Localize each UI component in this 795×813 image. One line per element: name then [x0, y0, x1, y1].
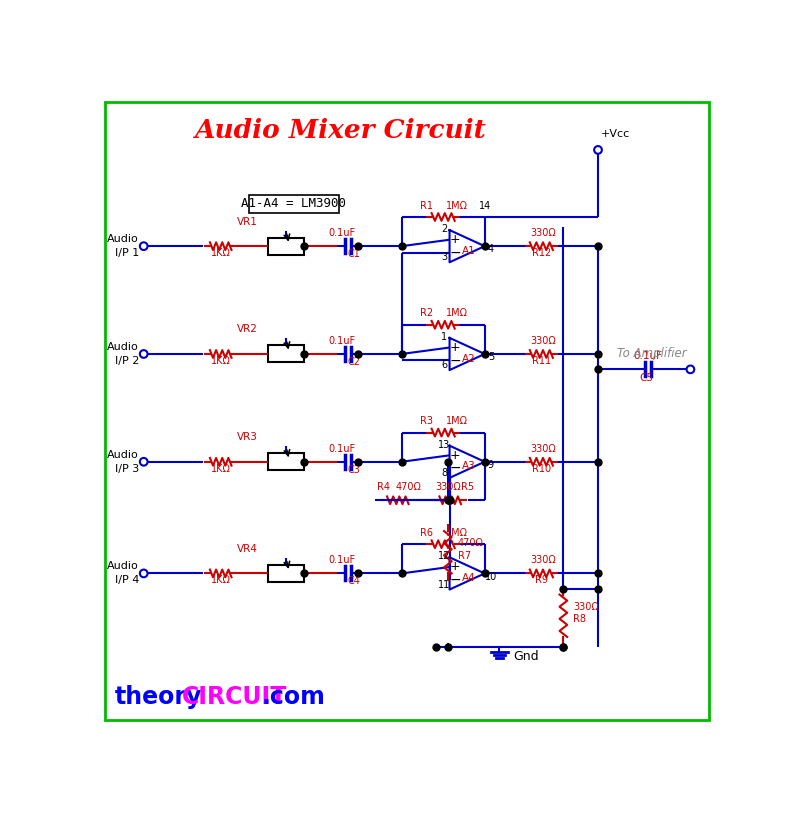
- Text: C2: C2: [347, 357, 360, 367]
- Text: 6: 6: [441, 360, 448, 370]
- Text: 470Ω: 470Ω: [396, 482, 421, 492]
- Text: 0.1uF: 0.1uF: [328, 555, 355, 565]
- Text: C5: C5: [639, 373, 653, 383]
- Text: R4: R4: [378, 482, 390, 492]
- Text: R1: R1: [420, 201, 432, 211]
- Text: .com: .com: [262, 685, 325, 709]
- Text: A1: A1: [462, 246, 475, 256]
- Text: 0.1uF: 0.1uF: [328, 336, 355, 346]
- Text: 2: 2: [441, 224, 448, 234]
- Text: 1: 1: [441, 332, 448, 341]
- Text: 0.1uF: 0.1uF: [634, 351, 662, 361]
- Text: 11: 11: [438, 580, 450, 589]
- Text: 330Ω: 330Ω: [530, 228, 556, 238]
- Text: 330Ω: 330Ω: [435, 482, 461, 492]
- Text: R7: R7: [458, 550, 471, 561]
- Text: 330Ω: 330Ω: [530, 336, 556, 346]
- Text: Audio: Audio: [107, 450, 139, 460]
- Text: +: +: [450, 449, 460, 462]
- Text: Audio: Audio: [107, 562, 139, 572]
- Text: theory: theory: [115, 685, 203, 709]
- Text: 1MΩ: 1MΩ: [446, 416, 468, 426]
- Text: 1KΩ: 1KΩ: [211, 248, 231, 259]
- Text: 470Ω: 470Ω: [458, 538, 483, 549]
- Text: A3: A3: [462, 462, 475, 472]
- Text: 330Ω: 330Ω: [530, 444, 556, 454]
- Text: C3: C3: [347, 464, 360, 475]
- Text: Audio: Audio: [107, 234, 139, 244]
- Text: −: −: [449, 354, 461, 367]
- Text: R6: R6: [420, 528, 432, 537]
- Text: +: +: [450, 233, 460, 246]
- Text: VR2: VR2: [237, 324, 258, 334]
- Text: C4: C4: [347, 576, 360, 586]
- Text: +: +: [450, 560, 460, 573]
- Text: VR3: VR3: [237, 433, 258, 442]
- Text: CIRCUIT: CIRCUIT: [182, 685, 288, 709]
- Text: 14: 14: [479, 202, 491, 211]
- Text: 5: 5: [487, 352, 494, 362]
- Text: 330Ω: 330Ω: [573, 602, 599, 611]
- Text: Audio: Audio: [107, 342, 139, 352]
- Text: C1: C1: [347, 249, 360, 259]
- Text: −: −: [449, 573, 461, 587]
- Text: R11: R11: [532, 356, 551, 366]
- Text: 1KΩ: 1KΩ: [211, 356, 231, 366]
- Text: 4: 4: [488, 245, 494, 254]
- Text: +: +: [450, 341, 460, 354]
- Text: −: −: [449, 246, 461, 259]
- Text: 9: 9: [488, 460, 494, 470]
- Text: I/P 3: I/P 3: [114, 463, 139, 474]
- Text: 12: 12: [438, 551, 450, 561]
- Text: I/P 2: I/P 2: [114, 356, 139, 366]
- Text: R12: R12: [532, 248, 551, 259]
- Text: +Vcc: +Vcc: [601, 129, 630, 139]
- Text: I/P 4: I/P 4: [114, 576, 139, 585]
- Text: R2: R2: [420, 308, 432, 319]
- Text: 1MΩ: 1MΩ: [446, 201, 468, 211]
- Text: 1MΩ: 1MΩ: [446, 308, 468, 319]
- Text: 1KΩ: 1KΩ: [211, 463, 231, 474]
- Text: 330Ω: 330Ω: [530, 555, 556, 565]
- Text: A4: A4: [462, 573, 475, 583]
- Text: R9: R9: [535, 576, 548, 585]
- Text: −: −: [449, 461, 461, 476]
- Text: 1KΩ: 1KΩ: [211, 576, 231, 585]
- Text: A2: A2: [462, 354, 475, 363]
- Text: 3: 3: [441, 252, 448, 263]
- Text: VR1: VR1: [237, 216, 258, 227]
- Text: Gnd: Gnd: [514, 650, 539, 663]
- Text: 0.1uF: 0.1uF: [328, 444, 355, 454]
- Text: 0.1uF: 0.1uF: [328, 228, 355, 238]
- Text: 1MΩ: 1MΩ: [446, 528, 468, 537]
- Text: I/P 1: I/P 1: [114, 248, 139, 258]
- Text: Audio Mixer Circuit: Audio Mixer Circuit: [194, 118, 486, 143]
- Text: 8: 8: [441, 468, 448, 478]
- Text: 13: 13: [438, 440, 450, 450]
- Text: A1-A4 = LM3900: A1-A4 = LM3900: [242, 198, 347, 211]
- Text: To Amplifier: To Amplifier: [617, 347, 687, 360]
- Text: 10: 10: [485, 572, 497, 581]
- Text: R5: R5: [460, 482, 474, 492]
- Text: VR4: VR4: [237, 544, 258, 554]
- Text: R8: R8: [573, 614, 587, 624]
- Text: R10: R10: [532, 463, 551, 474]
- Text: R3: R3: [420, 416, 432, 426]
